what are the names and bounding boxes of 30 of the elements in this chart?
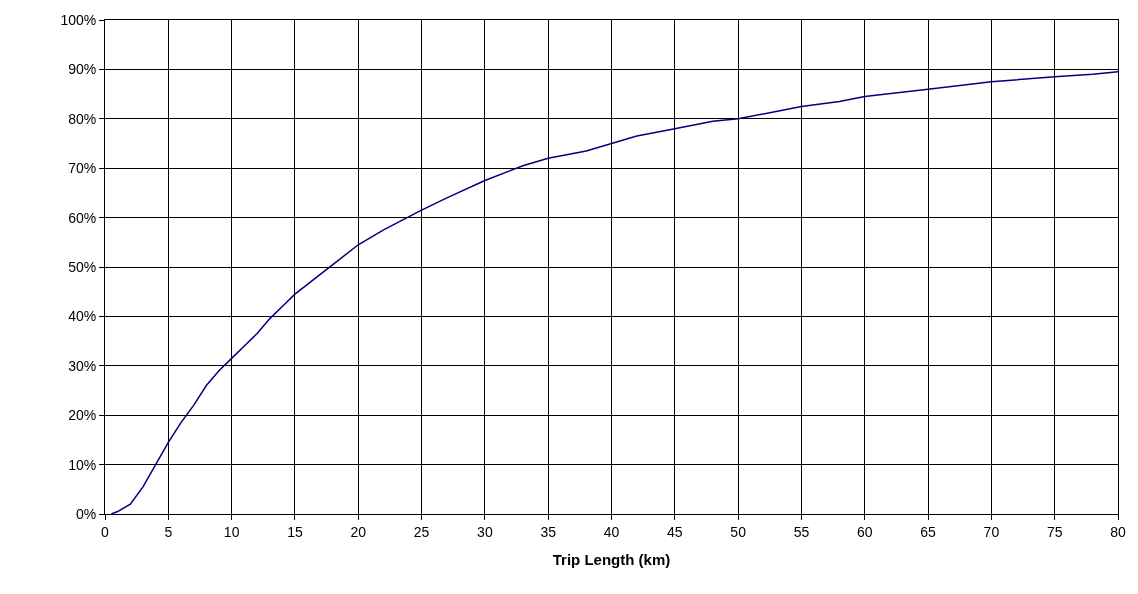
y-tick-label: 0% (75, 505, 97, 522)
y-tick-label: 20% (68, 407, 97, 424)
x-tick-label: 55 (793, 523, 810, 540)
y-tick-label: 80% (68, 110, 97, 127)
x-tick-label: 25 (413, 523, 430, 540)
x-tick-label: 10 (223, 523, 240, 540)
x-tick-label: 5 (164, 523, 173, 540)
line-series (110, 71, 1118, 514)
x-tick-label: 75 (1046, 523, 1063, 540)
x-tick-label: 50 (730, 523, 747, 540)
x-tick-label: 80 (1110, 523, 1126, 540)
y-tick-label: 30% (68, 357, 97, 374)
x-tick-label: 0 (101, 523, 110, 540)
x-tick-label: 20 (350, 523, 367, 540)
x-tick-label: 30 (477, 523, 493, 540)
y-tick-label: 50% (68, 258, 97, 275)
x-tick-label: 60 (856, 523, 873, 540)
x-tick-label: 15 (287, 523, 303, 540)
y-tick-label: 100% (60, 11, 97, 28)
x-tick-label: 45 (667, 523, 683, 540)
x-tick-label: 65 (920, 523, 937, 540)
x-tick-label: 40 (603, 523, 620, 540)
y-tick-label: 60% (68, 209, 97, 226)
x-tick-label: 35 (540, 523, 557, 540)
y-tick-label: 90% (68, 61, 97, 78)
y-tick-label: 70% (68, 160, 97, 177)
x-tick-label: 70 (983, 523, 1000, 540)
y-tick-label: 40% (68, 308, 97, 325)
y-tick-label: 10% (68, 456, 97, 473)
x-axis-title: Trip Length (km) (552, 550, 671, 568)
